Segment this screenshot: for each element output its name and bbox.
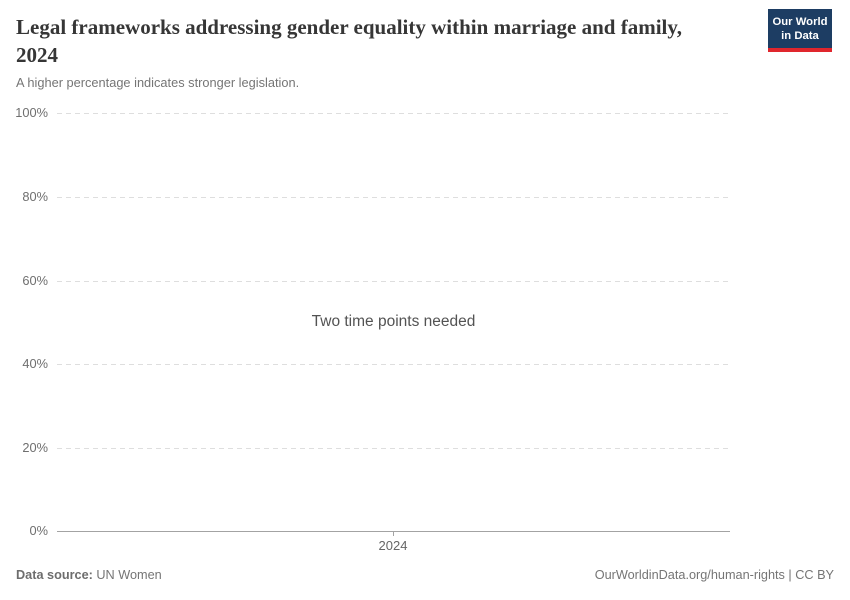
footer-link[interactable]: OurWorldinData.org/human-rights | CC BY xyxy=(594,568,834,582)
chart-footer: Data source: UN Women OurWorldinData.org… xyxy=(16,568,834,582)
x-axis-tick-mark xyxy=(393,531,394,536)
gridline-60 xyxy=(57,281,730,282)
gridline-40 xyxy=(57,364,730,365)
chart-title: Legal frameworks addressing gender equal… xyxy=(16,15,682,67)
data-source: Data source: UN Women xyxy=(16,568,162,582)
x-axis-tick-label: 2024 xyxy=(378,538,408,553)
owid-logo[interactable]: Our World in Data xyxy=(768,9,832,53)
owid-logo-line1: Our World xyxy=(772,16,828,28)
y-axis-tick-label: 100% xyxy=(15,105,48,120)
gridline-80 xyxy=(57,197,730,198)
y-axis-tick-label: 40% xyxy=(22,356,48,371)
y-axis-tick-label: 60% xyxy=(22,273,48,288)
gridline-20 xyxy=(57,448,730,449)
data-source-value: UN Women xyxy=(96,568,162,582)
y-axis-tick-label: 0% xyxy=(29,523,49,538)
y-axis-tick-label: 80% xyxy=(22,189,48,204)
chart-subtitle: A higher percentage indicates stronger l… xyxy=(16,75,300,90)
owid-logo-line2: in Data xyxy=(781,30,819,43)
data-source-label: Data source: xyxy=(16,568,93,582)
y-axis-tick-label: 20% xyxy=(22,440,48,455)
gridline-100 xyxy=(57,113,730,114)
no-data-message: Two time points needed xyxy=(311,313,476,330)
